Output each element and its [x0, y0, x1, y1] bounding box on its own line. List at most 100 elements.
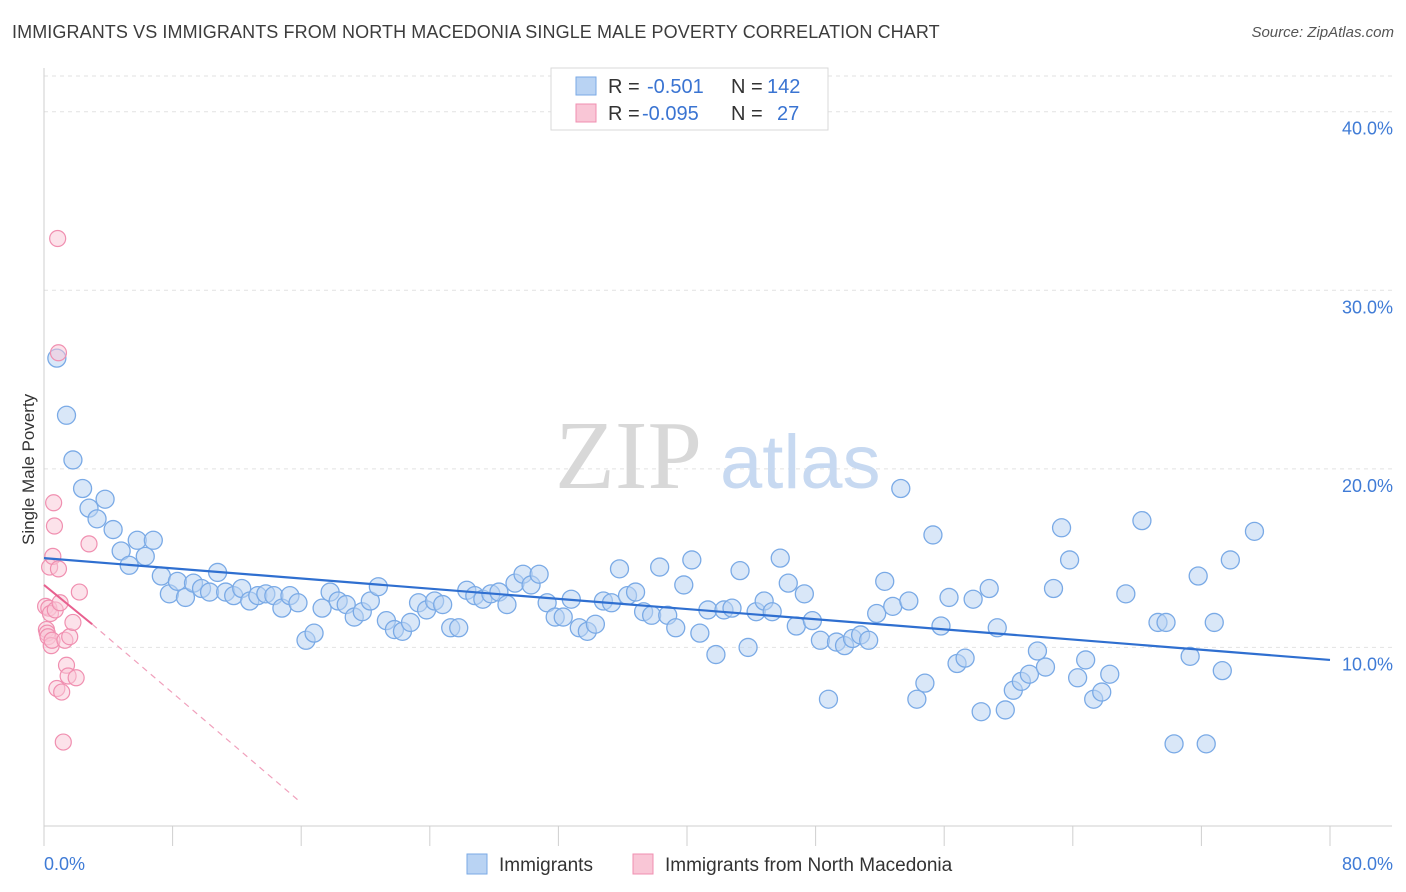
immigrants-point-104: [883, 596, 903, 617]
immigrants-point-84: [722, 598, 742, 618]
legend-box: [550, 67, 829, 131]
chart-title: IMMIGRANTS VS IMMIGRANTS FROM NORTH MACE…: [12, 22, 940, 42]
y-tick-label-1: 20.0%: [1342, 476, 1393, 496]
immigrants-point-128: [1076, 650, 1096, 670]
immigrants-point-13: [151, 566, 171, 586]
immigrants-point-19: [199, 582, 220, 602]
immigrants-point-123: [1035, 657, 1056, 677]
immigrants-point-80: [690, 623, 710, 643]
immigrants-point-95: [810, 630, 831, 650]
immigrants-point-133: [1132, 510, 1152, 531]
immigrants-point-111: [939, 587, 959, 608]
immigrants-point-12: [143, 530, 163, 550]
immigrants-point-86: [738, 637, 758, 658]
immigrants-point-143: [1244, 521, 1265, 542]
north-macedonia-point-16: [53, 683, 71, 701]
immigrants-point-56: [497, 594, 517, 615]
immigrants-point-116: [979, 578, 999, 599]
immigrants-point-92: [786, 616, 806, 636]
immigrants-point-118: [995, 700, 1015, 720]
bottom-legend-immigrants: Immigrants: [499, 855, 593, 876]
immigrants-point-136: [1164, 734, 1184, 754]
legend-n-value-2: 27: [777, 103, 799, 125]
immigrants-point-79: [682, 550, 702, 570]
immigrants-point-60: [529, 564, 549, 584]
y-tick-label-3: 40.0%: [1342, 119, 1393, 139]
legend-r-label-1: R =: [608, 76, 640, 98]
bottom-legend-swatch-immigrants: [466, 853, 488, 875]
legend-r-value-1: -0.501: [647, 76, 704, 98]
immigrants-point-127: [1067, 668, 1088, 688]
bottom-legend-north-macedonia: Immigrants from North Macedonia: [665, 855, 953, 876]
immigrants-point-139: [1196, 734, 1216, 754]
source-label: Source: ZipAtlas.com: [1251, 24, 1394, 41]
immigrants-point-77: [666, 618, 686, 638]
grid-lines: [44, 75, 1392, 648]
immigrants-point-114: [963, 589, 983, 609]
immigrants-point-3: [72, 478, 93, 499]
north-macedonia-point-14: [49, 560, 68, 578]
immigrants-point-142: [1220, 550, 1240, 570]
legend-swatch-north-macedonia: [575, 103, 597, 123]
immigrants-point-67: [585, 614, 606, 634]
immigrants-point-89: [762, 602, 782, 622]
immigrants-point-30: [288, 593, 308, 613]
immigrants-point-78: [674, 575, 694, 595]
watermark-zip: ZIP: [555, 402, 702, 510]
immigrants-point-7: [103, 519, 123, 540]
immigrants-point-126: [1059, 550, 1080, 570]
north-macedonia-point-27: [49, 229, 67, 248]
legend-n-label-2: N =: [731, 103, 763, 125]
north-macedonia-point-11: [45, 517, 64, 535]
immigrants-point-101: [858, 630, 879, 650]
immigrants-point-1: [56, 405, 77, 425]
immigrants-point-74: [641, 605, 662, 625]
immigrants-point-124: [1043, 578, 1064, 599]
y-tick-label-0: 10.0%: [1342, 654, 1393, 674]
immigrants-point-85: [730, 560, 750, 581]
immigrants-point-94: [802, 610, 823, 631]
north-macedonia-point-17: [54, 733, 72, 751]
immigrants-point-75: [650, 557, 670, 577]
immigrants-point-32: [304, 623, 324, 643]
immigrants-point-106: [899, 591, 919, 611]
watermark: ZIP atlas: [555, 402, 881, 510]
legend-n-value-1: 142: [767, 76, 800, 98]
x-tick-label-max: 80.0%: [1342, 854, 1393, 874]
tick-labels: 10.0% 20.0% 30.0% 40.0% 0.0% 80.0%: [44, 119, 1393, 874]
north-macedonia-point-21: [61, 628, 79, 646]
north-macedonia-point-24: [70, 583, 88, 601]
immigrants-point-70: [609, 559, 630, 579]
immigrants-point-130: [1092, 682, 1112, 702]
immigrants-point-131: [1100, 664, 1120, 684]
immigrants-point-5: [87, 509, 107, 529]
legend: R = -0.501 N = 142 R = -0.095 N = 27: [550, 67, 829, 131]
x-tick-label-min: 0.0%: [44, 854, 85, 874]
north-macedonia-point-23: [67, 669, 85, 687]
north-macedonia-points: [37, 229, 98, 751]
legend-r-value-2: -0.095: [642, 103, 699, 125]
legend-swatch-immigrants: [575, 76, 597, 96]
north-macedonia-point-25: [80, 535, 98, 553]
north-macedonia-point-10: [45, 494, 63, 512]
immigrants-point-10: [127, 530, 147, 550]
immigrants-point-103: [875, 571, 895, 592]
immigrants-point-140: [1204, 612, 1224, 633]
north-macedonia-trend-extension: [91, 623, 302, 804]
legend-n-label-1: N =: [731, 76, 763, 98]
y-tick-label-2: 30.0%: [1342, 297, 1393, 317]
immigrants-point-40: [368, 577, 389, 597]
immigrants-point-137: [1180, 646, 1200, 667]
north-macedonia-point-22: [64, 613, 82, 632]
immigrants-point-44: [400, 612, 421, 633]
immigrants-point-109: [923, 525, 943, 545]
immigrants-point-50: [449, 618, 469, 638]
immigrants-point-125: [1051, 518, 1072, 538]
immigrants-point-141: [1212, 660, 1232, 681]
north-macedonia-trend-line: [43, 584, 93, 625]
north-macedonia-point-26: [49, 344, 68, 362]
immigrants-trend-line: [43, 557, 1331, 662]
immigrants-point-135: [1156, 612, 1176, 633]
immigrants-point-121: [1019, 664, 1040, 684]
